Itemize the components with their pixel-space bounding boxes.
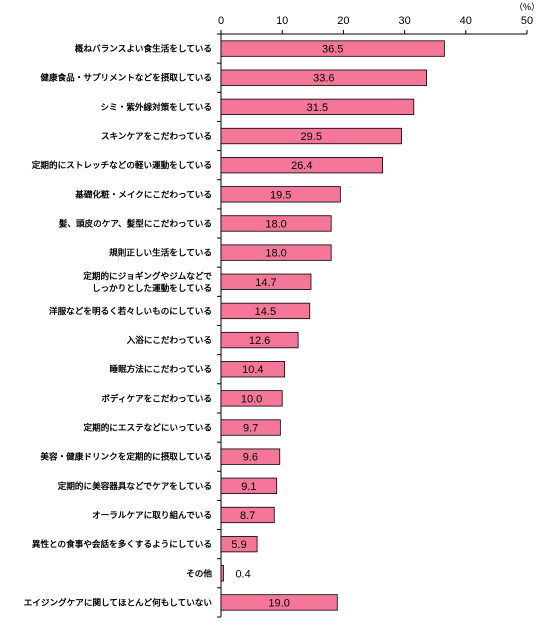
unit-label: （%） [514, 2, 540, 12]
category-label: シミ・紫外線対策をしている [101, 101, 212, 112]
category-label: 定期的にジョギングやジムなどで [83, 270, 212, 281]
data-label: 10.0 [241, 393, 262, 405]
data-label: 31.5 [307, 102, 328, 114]
bar [220, 98, 415, 116]
data-label: 0.4 [235, 568, 250, 580]
bar [220, 535, 258, 553]
x-tick-label: 30 [398, 15, 410, 27]
category-label: 定期的にストレッチなどの軽い運動をしている [32, 159, 212, 170]
category-label: 入浴にこだわっている [127, 334, 212, 345]
data-label: 18.0 [265, 248, 286, 260]
bar [220, 506, 275, 524]
bar [220, 302, 311, 320]
category-label: オーラルケアに取り組んでいる [92, 509, 212, 520]
category-label: 概ねバランスよい食生活をしている [75, 43, 212, 54]
bar [220, 157, 383, 174]
category-label: 美容・健康ドリンクを定期的に摂取している [40, 451, 212, 462]
data-label: 36.5 [322, 44, 343, 56]
category-label: 規則正しい生活をしている [109, 247, 212, 258]
data-label: 26.4 [291, 160, 312, 172]
data-label: 18.0 [265, 218, 286, 230]
bar [220, 273, 312, 290]
data-label: 9.7 [243, 423, 258, 435]
data-label: 14.5 [255, 306, 276, 318]
category-label: エイジングケアに関してほとんど何もしていない [24, 596, 213, 607]
data-label: 33.6 [313, 73, 334, 85]
bar [220, 419, 281, 436]
bar [220, 565, 224, 582]
x-tick-label: 50 [521, 15, 533, 27]
bar [220, 244, 332, 261]
category-label: 髪、頭皮のケア、髪型にこだわっている [58, 217, 212, 228]
bar [220, 390, 283, 407]
bar [220, 40, 445, 57]
data-label: 19.5 [270, 189, 291, 201]
category-label: スキンケアをこだわっている [101, 131, 212, 141]
data-label: 14.7 [255, 277, 276, 289]
data-label: 9.1 [241, 481, 256, 493]
data-label: 19.0 [268, 597, 289, 609]
category-label: 基礎化粧・メイクにこだわっている [74, 188, 212, 199]
category-label: 洋服などを明るく若々しいものにしている [49, 305, 212, 316]
data-label: 12.6 [249, 335, 270, 347]
data-label: 10.4 [242, 364, 263, 376]
category-label: しっかりとした運動をしている [92, 282, 212, 293]
bar [220, 69, 428, 86]
bar [220, 215, 332, 232]
bar [220, 477, 278, 494]
bar [220, 331, 299, 349]
bar [220, 448, 281, 465]
bar [220, 594, 338, 611]
x-tick-label: 40 [460, 15, 472, 27]
data-label: 5.9 [231, 539, 246, 551]
bar [220, 186, 341, 203]
bar [220, 127, 402, 145]
bar [220, 361, 286, 378]
x-tick-label: 10 [276, 15, 288, 27]
category-label: 定期的に美容器具などでケアをしている [58, 480, 212, 491]
category-label: ボディケアをこだわっている [101, 392, 212, 403]
category-label: 定期的にエステなどにいっている [84, 422, 212, 433]
category-label: その他 [186, 567, 212, 578]
data-label: 29.5 [301, 131, 322, 143]
x-tick-label: 0 [218, 15, 224, 27]
data-label: 9.6 [243, 452, 258, 464]
x-tick-label: 20 [337, 15, 349, 27]
category-label: 睡眠方法にこだわっている [109, 363, 212, 374]
category-label: 健康食品・サプリメントなどを摂取している [40, 72, 212, 83]
data-label: 8.7 [240, 510, 255, 522]
category-label: 異性との食事や会話を多くするようにしている [32, 538, 212, 549]
